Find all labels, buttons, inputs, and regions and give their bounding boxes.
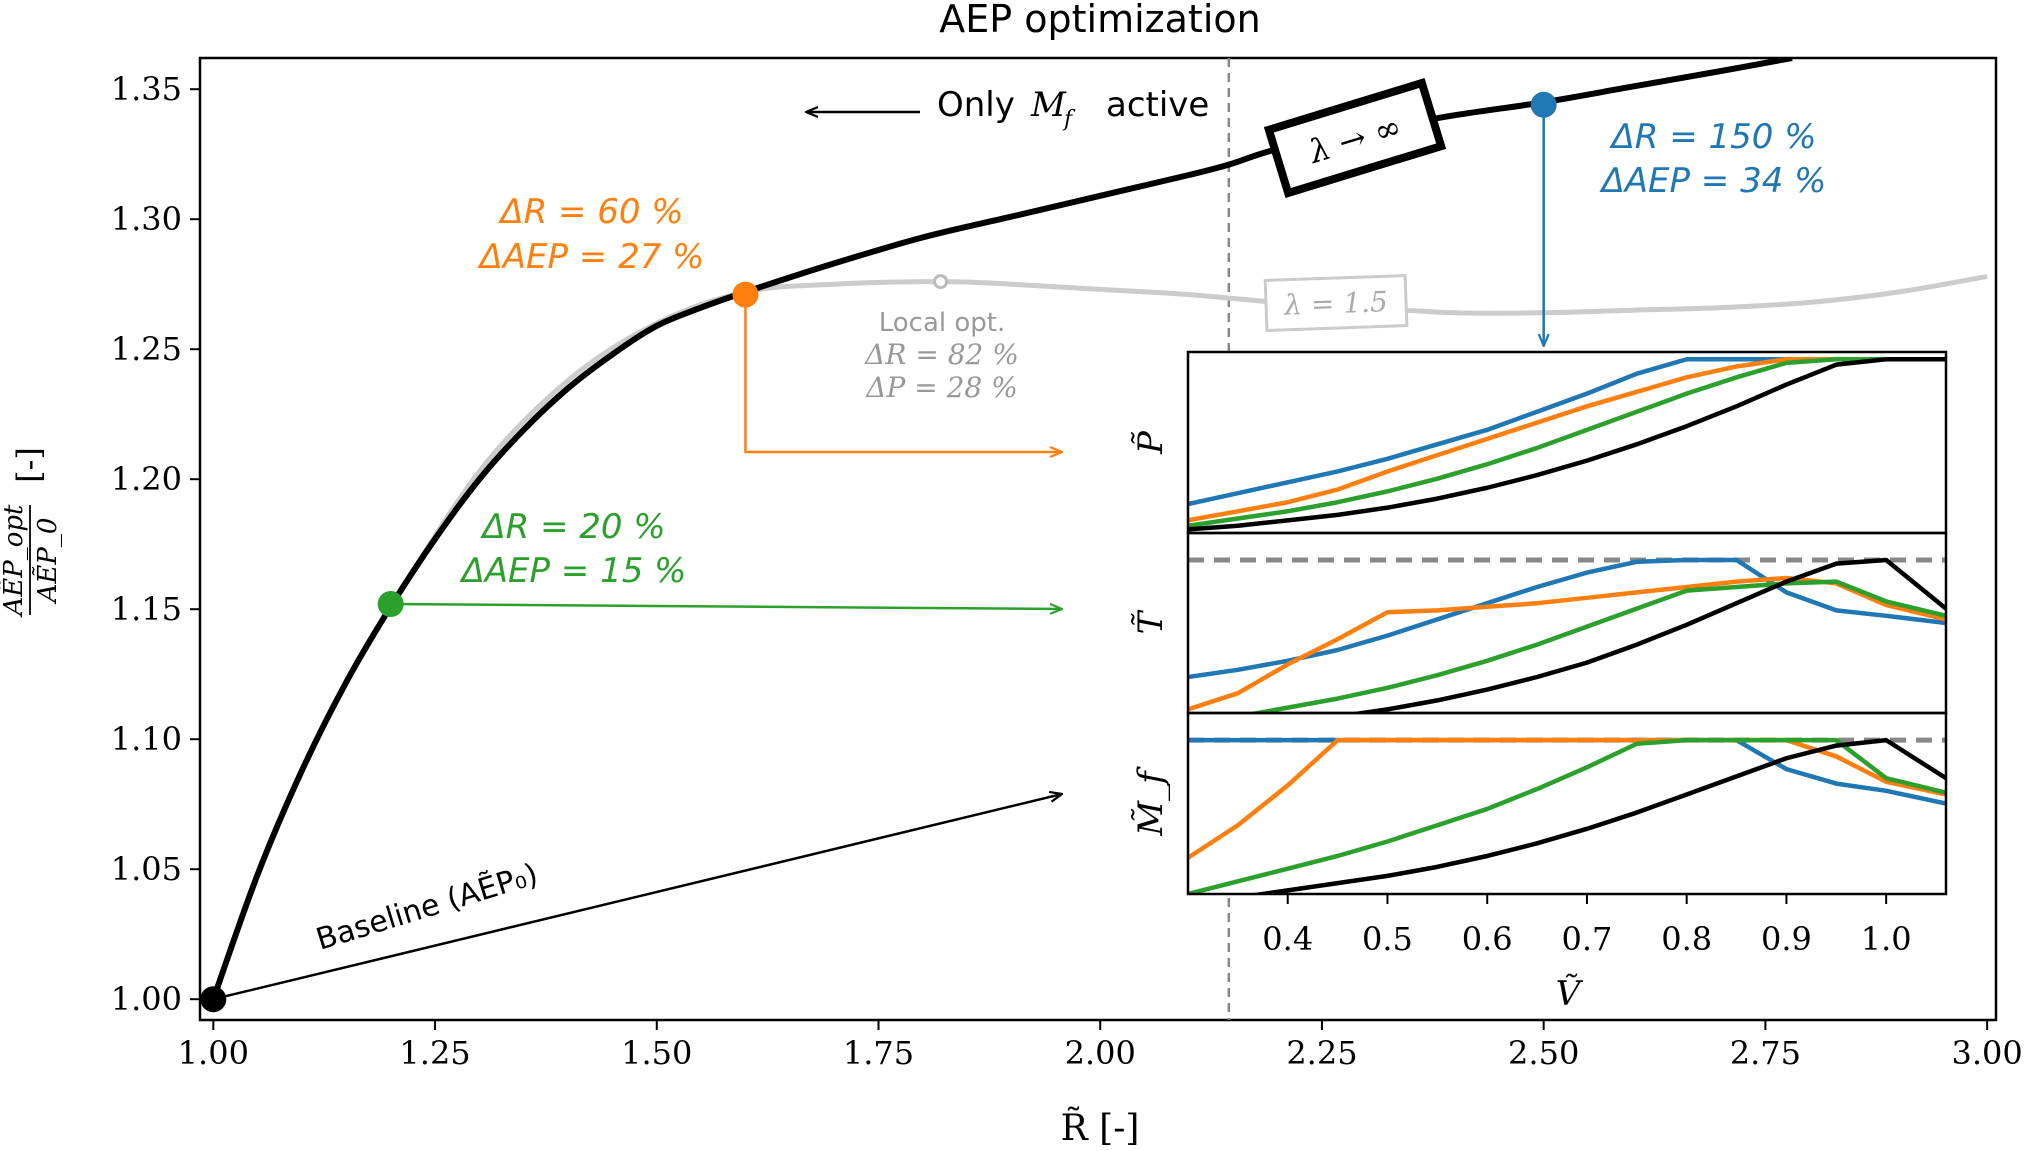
baseline-arrow	[213, 794, 1062, 1001]
y-tick-label: 1.25	[111, 330, 182, 368]
x-tick-label: 1.25	[399, 1034, 470, 1072]
local-opt-dr: ΔR = 82 %	[864, 338, 1019, 371]
inset-series-line	[1188, 557, 1946, 680]
lambda-1.5-label: λ = 1.5	[1283, 285, 1389, 322]
inset-chart: P̃ T̃ M̃_f 0.4 0.5 0.6 0.7 0.8 0.9 1.0	[1131, 350, 1948, 958]
baseline-point	[200, 986, 227, 1013]
green-arrow	[390, 602, 1062, 609]
inset-panel-moment	[1188, 737, 1946, 894]
inset-panel-power	[1188, 356, 1946, 532]
chart-title: AEP optimization	[939, 0, 1260, 41]
only-mf-suffix: active	[1106, 85, 1209, 125]
inset-series-line	[1245, 579, 1946, 713]
inset-series-line	[1346, 557, 1946, 713]
blue-annotation: ΔR = 150 % ΔAEP = 34 %	[1599, 117, 1827, 201]
y-tick-label: 1.00	[111, 980, 182, 1018]
main-plot-frame	[198, 56, 1998, 1022]
local-opt-dp: ΔP = 28 %	[865, 371, 1017, 404]
blue-daep-label: ΔAEP = 34 %	[1599, 161, 1827, 201]
orange-dr-label: ΔR = 60 %	[497, 192, 683, 232]
x-tick-label: 2.00	[1065, 1034, 1136, 1072]
inset-panel-frame	[1186, 711, 1948, 896]
only-mf-prefix: Only	[937, 85, 1015, 125]
inset-x-tick-label: 1.0	[1861, 920, 1912, 958]
baseline-label: Baseline (AẼP₀)	[312, 856, 542, 958]
x-tick-label: 2.75	[1730, 1034, 1801, 1072]
inset-series-line	[1247, 737, 1946, 894]
inset-x-tick-label: 0.8	[1661, 920, 1712, 958]
inset-x-tick-label: 0.5	[1362, 920, 1413, 958]
highlight-points	[200, 91, 1557, 1013]
y-tick-label: 1.15	[111, 590, 182, 628]
lambda-1.5-box: λ = 1.5	[1263, 274, 1409, 332]
inset-x-tick-label: 0.9	[1761, 920, 1812, 958]
green-point	[377, 591, 404, 617]
x-tick-label: 2.25	[1286, 1034, 1357, 1072]
local-opt-title: Local opt.	[879, 308, 1006, 338]
main-series	[210, 58, 1988, 1001]
inset-background	[1188, 352, 1946, 894]
annotation-arrows	[213, 104, 1543, 1001]
y-tick-label: 1.10	[111, 720, 182, 758]
green-dr-label: ΔR = 20 %	[479, 507, 665, 547]
y-tick-label: 1.20	[111, 460, 182, 498]
inset-x-tick-label: 0.7	[1562, 920, 1613, 958]
x-tick-label: 1.75	[843, 1034, 914, 1072]
local-opt-annotation: Local opt. ΔR = 82 % ΔP = 28 %	[864, 308, 1019, 404]
y-tick-label: 1.30	[111, 200, 182, 238]
blue-dr-label: ΔR = 150 %	[1609, 117, 1817, 157]
green-daep-label: ΔAEP = 15 %	[459, 551, 687, 591]
y-axis-label-numerator: AẼP_opt	[0, 504, 29, 618]
orange-annotation: ΔR = 60 % ΔAEP = 27 %	[477, 192, 705, 277]
inset-panel-label-moment: M̃_f	[1131, 766, 1171, 837]
inset-x-tick-label: 0.4	[1262, 920, 1313, 958]
y-tick-label: 1.05	[111, 850, 182, 888]
x-axis-label: R̃ [-]	[1061, 1107, 1140, 1149]
x-tick-label: 3.00	[1952, 1034, 2023, 1072]
green-annotation: ΔR = 20 % ΔAEP = 15 %	[459, 507, 687, 591]
x-tick-label: 1.00	[178, 1034, 249, 1072]
blue-point	[1530, 91, 1557, 118]
y-axis-label: AẼP_opt AẼP_0 [-]	[0, 447, 63, 617]
inset-series-line	[1188, 737, 1946, 860]
y-axis-label-denominator: AẼP_0	[31, 518, 63, 605]
x-tick-label: 2.50	[1508, 1034, 1579, 1072]
inset-series-line	[1188, 356, 1946, 532]
orange-arrow	[744, 294, 1062, 452]
orange-daep-label: ΔAEP = 27 %	[477, 237, 705, 277]
inset-panel-thrust	[1188, 557, 1946, 713]
inset-series-line	[1188, 356, 1946, 528]
lambda-1.5-line	[388, 273, 1988, 608]
x-tick-label: 1.50	[621, 1034, 692, 1072]
only-mf-active-label: Only M f active	[937, 85, 1209, 132]
y-axis-label-unit: [-]	[10, 447, 48, 483]
y-tick-label: 1.35	[111, 70, 182, 108]
inset-x-axis-label: Ṽ	[1556, 974, 1584, 1014]
local-opt-point	[933, 274, 949, 290]
main-ticks: 1.00 1.25 1.50 1.75 2.00 2.25 2.50 2.75 3.001.00…	[111, 70, 2023, 1072]
lambda-infinity-box: λ → ∞	[1263, 78, 1447, 198]
orange-point	[732, 281, 759, 308]
lambda-infinity-line	[210, 58, 1793, 1001]
inset-x-tick-label: 0.6	[1462, 920, 1513, 958]
inset-panel-label-power: P̃	[1131, 430, 1171, 455]
only-mf-math: M	[1030, 85, 1067, 125]
only-mf-subscript: f	[1062, 107, 1076, 132]
inset-panel-label-thrust: T̃	[1131, 609, 1171, 634]
inset-series-line	[1188, 737, 1946, 894]
